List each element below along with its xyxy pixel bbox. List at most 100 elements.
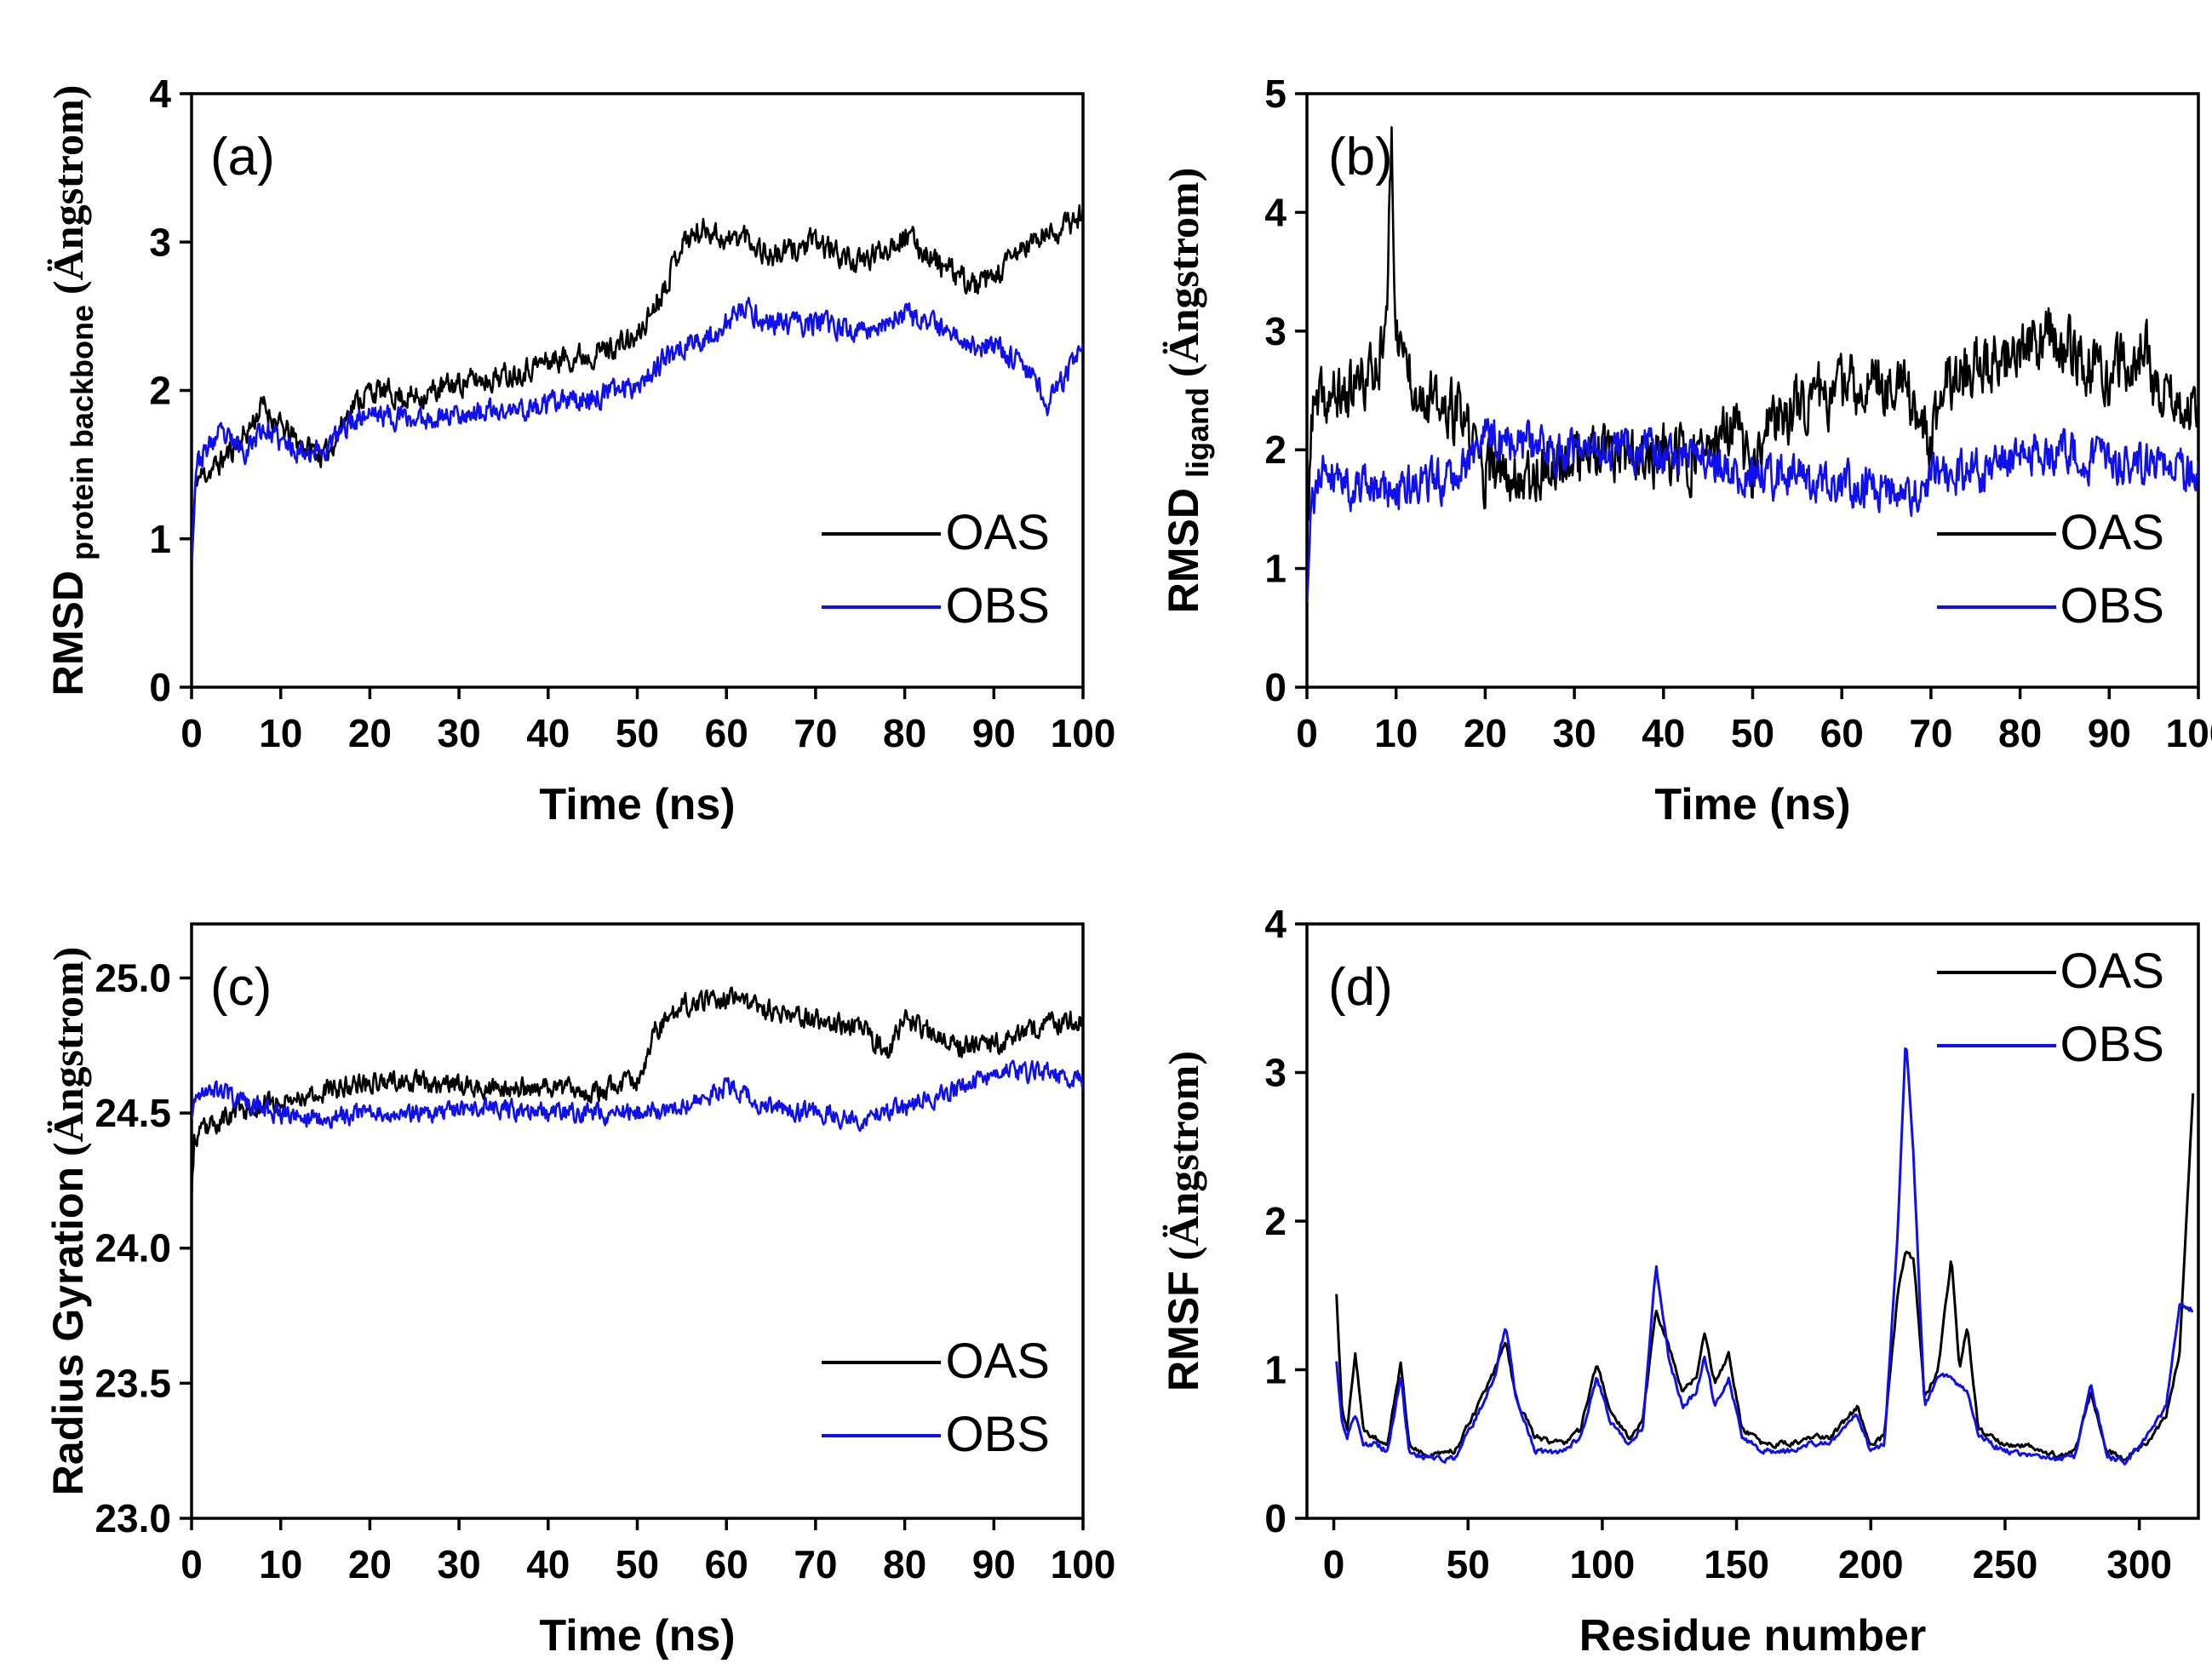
panel-label: (c) <box>210 958 272 1017</box>
x-tick-label: 10 <box>259 711 302 755</box>
y-tick-label: 0 <box>1264 665 1287 709</box>
y-tick-label: 23.0 <box>95 1496 171 1540</box>
x-tick-label: 0 <box>181 1542 203 1586</box>
y-axis-label-unit: (Ängstrom) <box>1160 168 1207 377</box>
y-tick-label: 4 <box>149 72 171 116</box>
y-axis-label-main: Radius Gyration <box>44 1167 92 1495</box>
y-tick-label: 24.0 <box>95 1226 171 1271</box>
y-tick-label: 4 <box>1264 190 1287 234</box>
x-tick-label: 40 <box>526 1542 570 1586</box>
series-line-oas <box>1307 126 2198 568</box>
y-axis-label-unit: (Ängstrom) <box>44 947 92 1156</box>
legend-label-obs: OBS <box>2060 578 2165 634</box>
legend-label-oas: OAS <box>2060 505 2165 560</box>
y-tick-label: 0 <box>1264 1496 1287 1540</box>
series-line-obs <box>192 1059 1083 1133</box>
x-tick-label: 90 <box>2088 711 2131 755</box>
y-tick-label: 2 <box>149 369 171 413</box>
x-tick-label: 0 <box>1323 1542 1345 1586</box>
x-tick-label: 20 <box>348 1542 392 1586</box>
panel-c: 0 10 20 30 40 50 60 70 80 90 100 23.0 23.5 24.0 24.5 25… <box>44 922 1116 1661</box>
y-axis-label: Radius Gyration (Ängstrom) <box>44 947 92 1495</box>
x-tick-label: 300 <box>2106 1542 2172 1586</box>
legend-label-obs: OBS <box>946 1407 1051 1462</box>
x-tick-label: 200 <box>1838 1542 1904 1586</box>
x-tick-label: 70 <box>794 1542 837 1586</box>
x-tick-label: 60 <box>705 711 748 755</box>
y-tick-label: 5 <box>1264 72 1287 116</box>
legend-label-obs: OBS <box>2060 1017 2165 1072</box>
x-tick-label: 90 <box>972 1542 1016 1586</box>
x-tick-label: 80 <box>883 711 926 755</box>
x-tick-label: 80 <box>883 1542 926 1586</box>
x-axis-label: Time (ns) <box>539 780 735 829</box>
y-axis-label-subscript: ligand <box>1180 387 1215 478</box>
y-tick-label: 3 <box>149 220 171 264</box>
x-tick-label: 30 <box>438 1542 481 1586</box>
y-tick-label: 1 <box>149 517 171 561</box>
panel-label: (b) <box>1328 128 1393 186</box>
x-tick-label: 100 <box>1570 1542 1636 1586</box>
y-tick-label: 0 <box>149 665 171 709</box>
y-axis-label: RMSD protein backbone (Ängstrom) <box>44 85 100 697</box>
x-tick-label: 50 <box>616 711 659 755</box>
x-tick-label: 80 <box>1998 711 2042 755</box>
x-axis-label: Time (ns) <box>539 1611 735 1661</box>
x-tick-label: 40 <box>526 711 570 755</box>
x-tick-label: 70 <box>1909 711 1952 755</box>
plot-frame <box>1305 922 2200 1520</box>
y-tick-label: 25.0 <box>95 955 171 1000</box>
y-axis-label-unit: (Ängstrom) <box>1160 1051 1207 1260</box>
x-tick-label: 20 <box>348 711 392 755</box>
y-tick-label: 1 <box>1264 1348 1287 1392</box>
series-line-oas <box>192 986 1083 1202</box>
y-axis-label: RMSD ligand (Ängstrom) <box>1160 168 1215 613</box>
y-tick-label: 23.5 <box>95 1361 171 1405</box>
series-line-obs <box>192 296 1083 562</box>
y-tick-label: 4 <box>1264 902 1287 946</box>
panel-b: 0 10 20 30 40 50 60 70 80 90 100 0 1 2 3 4 5 Time (ns) RMS… <box>1160 72 2212 829</box>
x-tick-label: 10 <box>1374 711 1418 755</box>
panel-label: (a) <box>210 128 275 186</box>
x-tick-label: 150 <box>1704 1542 1769 1586</box>
y-tick-label: 24.5 <box>95 1091 171 1135</box>
legend-label-oas: OAS <box>2060 944 2165 999</box>
x-tick-label: 100 <box>1051 711 1116 755</box>
x-tick-label: 30 <box>438 711 481 755</box>
x-tick-label: 10 <box>259 1542 302 1586</box>
y-axis-label-subscript: protein backbone <box>65 305 100 560</box>
x-tick-label: 20 <box>1464 711 1507 755</box>
x-tick-label: 100 <box>2166 711 2212 755</box>
x-tick-label: 250 <box>1973 1542 2038 1586</box>
x-tick-label: 90 <box>972 711 1016 755</box>
legend-label-obs: OBS <box>946 578 1051 634</box>
x-tick-label: 70 <box>794 711 837 755</box>
x-tick-label: 50 <box>1447 1542 1490 1586</box>
y-tick-label: 2 <box>1264 427 1287 472</box>
y-tick-label: 3 <box>1264 1051 1287 1095</box>
legend-label-oas: OAS <box>946 1334 1051 1389</box>
x-axis-label: Time (ns) <box>1654 780 1850 829</box>
legend-label-oas: OAS <box>946 505 1051 560</box>
panel-a: 0 10 20 30 40 50 60 70 80 90 100 0 1 2 3 4 Time (ns) RMSD… <box>44 72 1115 829</box>
x-tick-label: 100 <box>1051 1542 1116 1586</box>
y-axis-label-main: RMSF <box>1160 1271 1207 1391</box>
panel-label: (d) <box>1328 958 1393 1017</box>
x-tick-label: 60 <box>1820 711 1864 755</box>
x-tick-label: 50 <box>616 1542 659 1586</box>
x-tick-label: 50 <box>1731 711 1774 755</box>
y-tick-label: 2 <box>1264 1199 1287 1243</box>
x-tick-label: 0 <box>181 711 203 755</box>
x-axis-label: Residue number <box>1579 1611 1926 1661</box>
x-tick-label: 60 <box>705 1542 748 1586</box>
series-line-obs <box>1307 417 2198 604</box>
panel-d: 0 50 100 150 200 250 300 0 1 2 3 4 Residue number RMS… <box>1160 902 2200 1661</box>
series-line-obs <box>1335 1047 2194 1466</box>
x-tick-label: 0 <box>1296 711 1318 755</box>
x-tick-label: 40 <box>1642 711 1685 755</box>
y-tick-label: 1 <box>1264 547 1287 591</box>
y-axis-label-main: RMSD <box>44 571 92 696</box>
y-tick-label: 3 <box>1264 309 1287 353</box>
x-tick-label: 30 <box>1553 711 1596 755</box>
